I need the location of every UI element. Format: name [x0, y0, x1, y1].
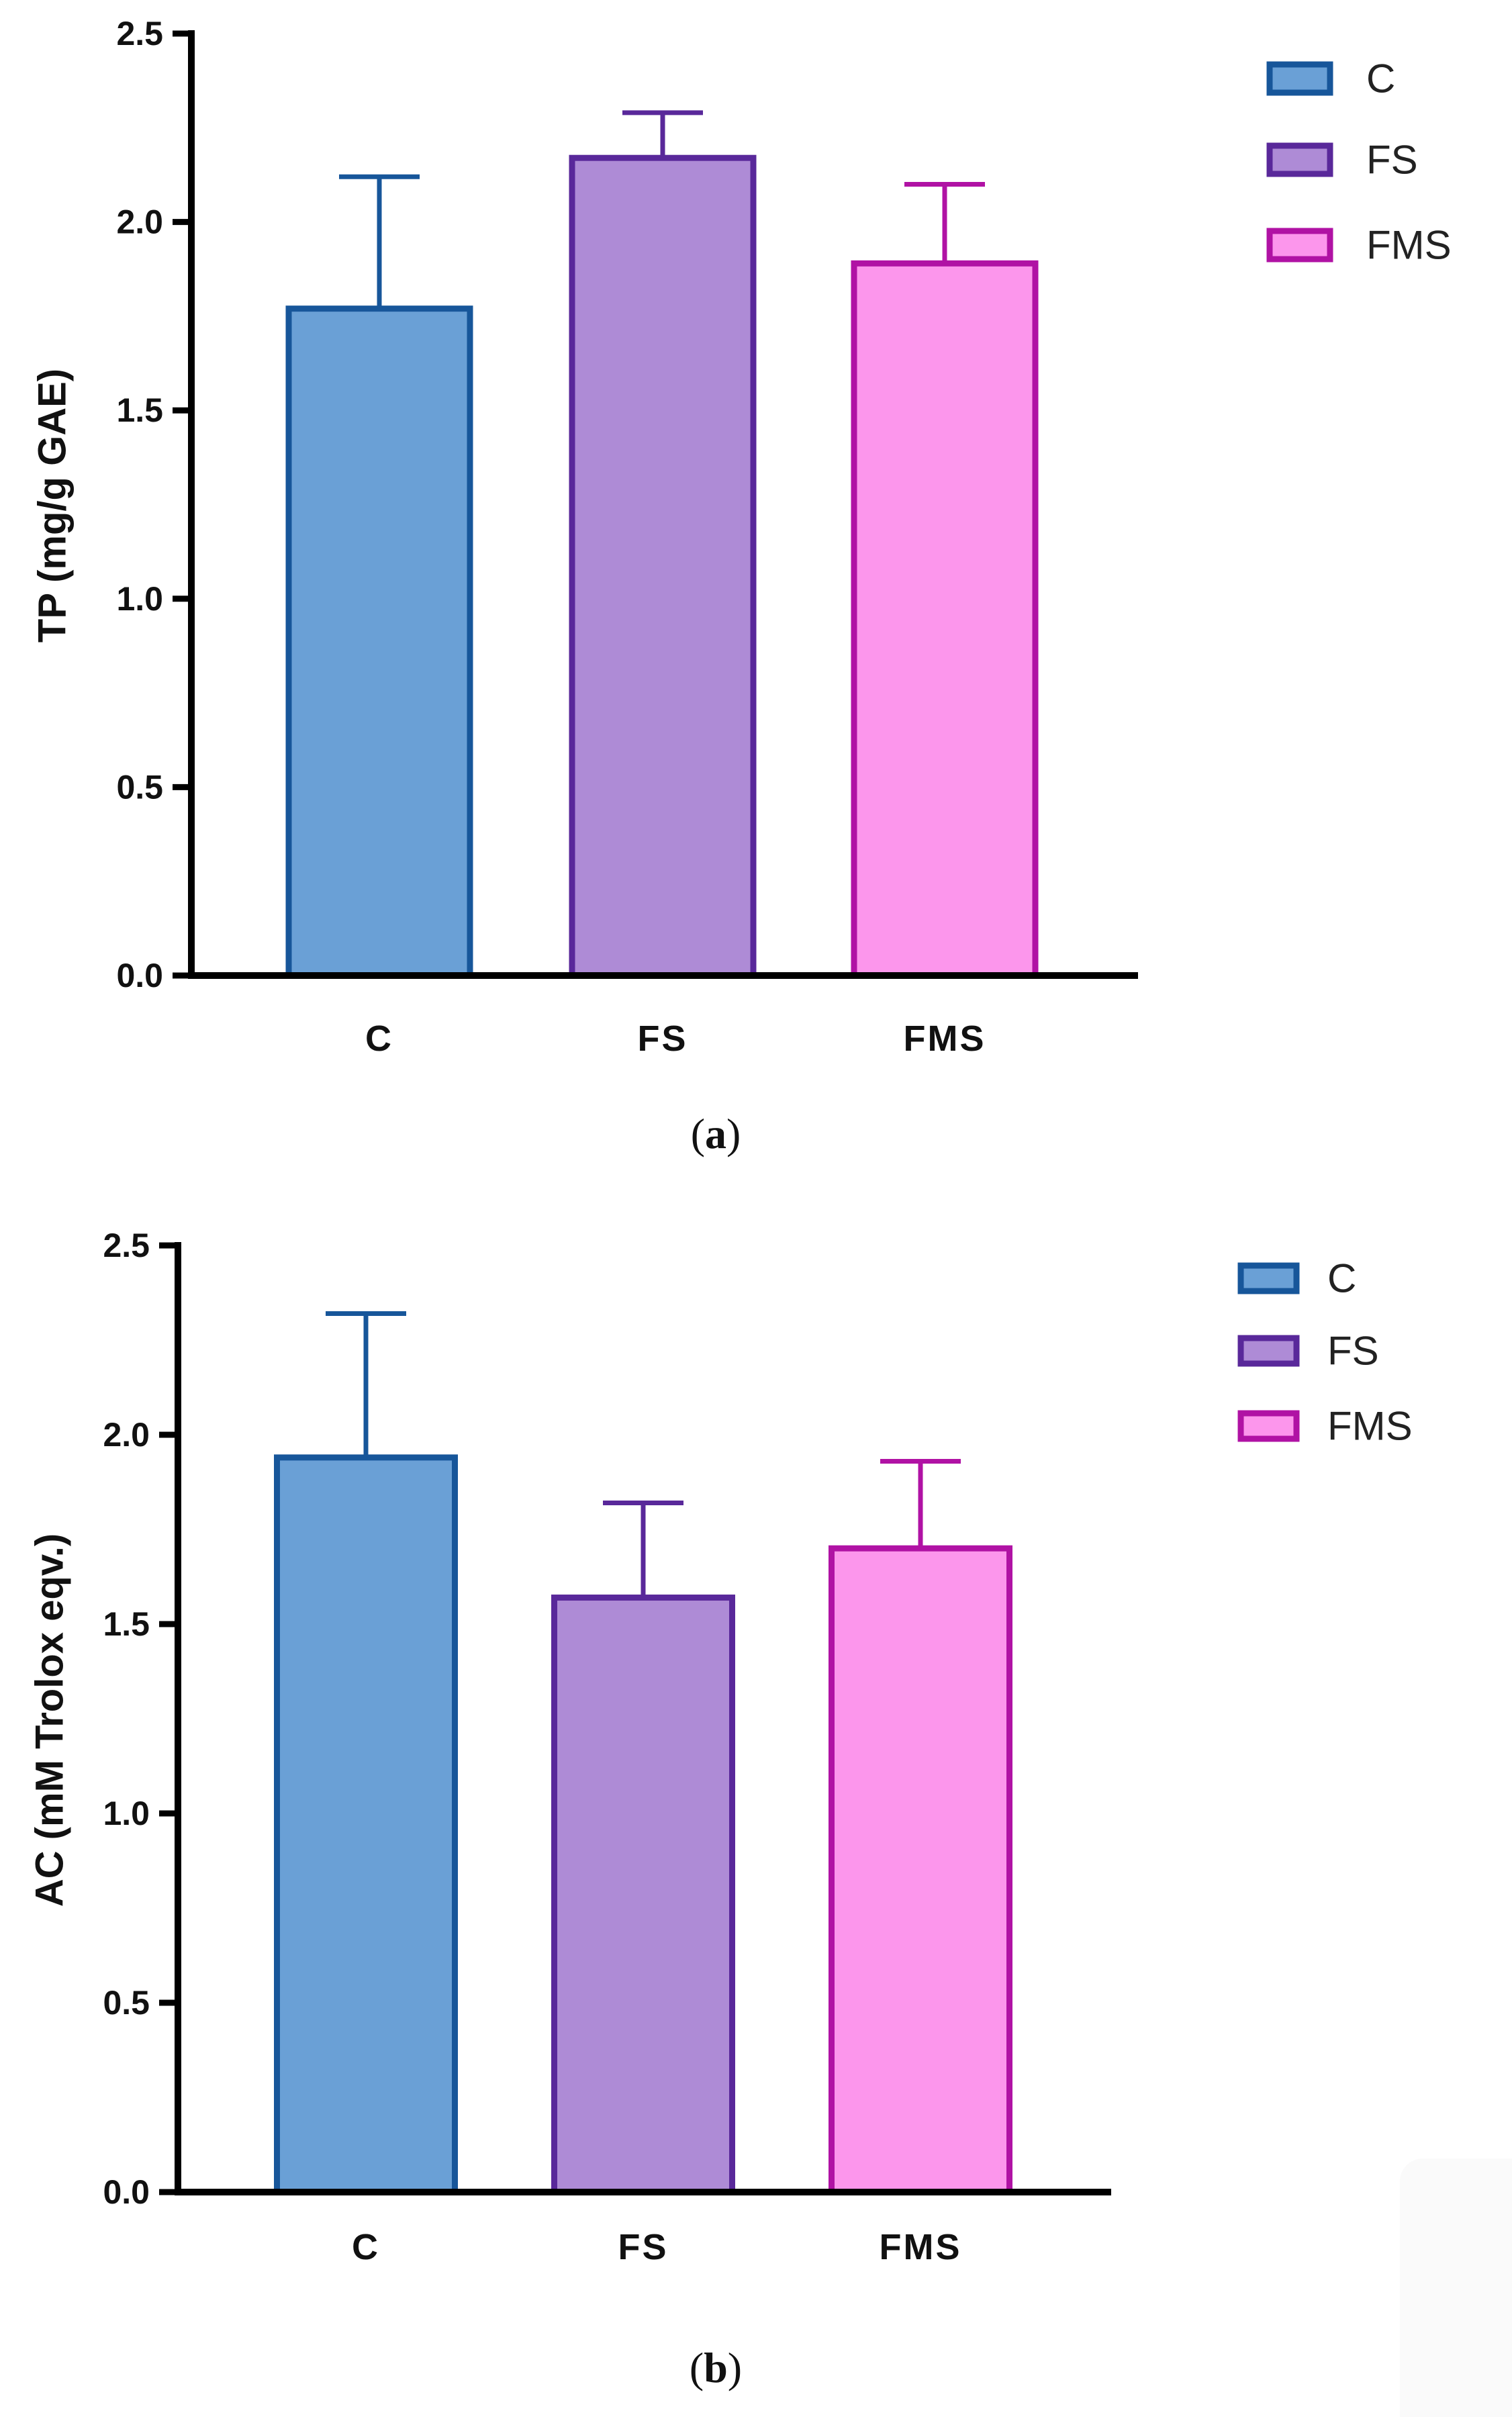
ytick-b-1: 0.5: [103, 1984, 178, 2022]
bar-a-fs: [569, 154, 757, 979]
legend-a-swatch-c: [1266, 61, 1333, 96]
xtick-b-c: C: [352, 2227, 380, 2267]
legend-b-label-fms: FMS: [1327, 1404, 1413, 1449]
ytick-a-1: 0.5: [116, 768, 191, 806]
xtick-a-c: C: [365, 1018, 393, 1059]
errorbar-a-fms: [904, 181, 985, 264]
xtick-a-fms: FMS: [904, 1018, 986, 1059]
legend-b-swatch-fs: [1237, 1335, 1300, 1367]
errorbar-b-fs: [603, 1501, 683, 1598]
corner-overlay: [1400, 2159, 1512, 2417]
legend-b-swatch-fms: [1237, 1410, 1300, 1442]
legend-a-label-c: C: [1366, 56, 1395, 101]
ytick-a-0: 0.0: [116, 957, 191, 994]
ytick-b-4: 2.0: [103, 1416, 178, 1454]
xtick-b-fms: FMS: [880, 2227, 962, 2267]
legend-b-label-fs: FS: [1327, 1329, 1379, 1374]
bar-a-c: [285, 305, 473, 979]
legend-a-label-fs: FS: [1366, 138, 1418, 183]
errorbar-a-c: [339, 174, 420, 309]
xtick-a-fs: FS: [637, 1018, 688, 1059]
legend-b-label-c: C: [1327, 1256, 1356, 1301]
panel-caption-a: (a): [691, 1110, 741, 1157]
xtick-b-fs: FS: [618, 2227, 668, 2267]
errorbar-a-fs: [622, 110, 703, 158]
ytick-b-5: 2.5: [103, 1227, 178, 1264]
ytick-a-5: 2.5: [116, 15, 191, 52]
legend-a: C FS FMS: [1266, 56, 1452, 268]
legend-a-swatch-fs: [1266, 142, 1333, 177]
ytick-b-0: 0.0: [103, 2173, 178, 2211]
chart-b-y-axis: 0.0 0.5 1.0 1.5 2.0 2.5: [103, 1227, 181, 2211]
svg-text:0.5: 0.5: [116, 768, 163, 806]
bar-b-fs: [551, 1595, 735, 2195]
y-axis-label-b: AC (mM Trolox eqv.): [28, 1533, 72, 1907]
legend-b-swatch-c: [1237, 1262, 1300, 1294]
bar-a-fms: [851, 260, 1039, 979]
svg-text:2.5: 2.5: [116, 15, 163, 52]
chart-a-bars: [285, 154, 1039, 979]
chart-a-y-axis: 0.0 0.5 1.0 1.5 2.0 2.5: [116, 15, 195, 994]
errorbar-b-fms: [880, 1458, 961, 1549]
ytick-b-3: 1.5: [103, 1605, 178, 1643]
svg-text:2.5: 2.5: [103, 1227, 150, 1264]
svg-text:1.5: 1.5: [116, 391, 163, 429]
chart-b-errorbars: [326, 1311, 961, 1598]
chart-b: 0.0 0.5 1.0 1.5 2.0 2.5 C FS FMS AC (mM …: [28, 1227, 1413, 2391]
chart-b-bars: [274, 1454, 1012, 2195]
bar-b-fms: [829, 1545, 1012, 2195]
svg-text:2.0: 2.0: [116, 203, 163, 241]
ytick-b-2: 1.0: [103, 1795, 178, 1832]
svg-text:1.5: 1.5: [103, 1605, 150, 1643]
svg-text:0.0: 0.0: [116, 957, 163, 994]
legend-b: C FS FMS: [1237, 1256, 1413, 1449]
ytick-a-3: 1.5: [116, 391, 191, 429]
svg-text:1.0: 1.0: [116, 580, 163, 618]
errorbar-b-c: [326, 1311, 406, 1458]
svg-text:1.0: 1.0: [103, 1795, 150, 1832]
legend-a-swatch-fms: [1266, 228, 1333, 263]
svg-text:0.5: 0.5: [103, 1984, 150, 2022]
ytick-a-4: 2.0: [116, 203, 191, 241]
svg-text:2.0: 2.0: [103, 1416, 150, 1454]
ytick-a-2: 1.0: [116, 580, 191, 618]
bar-b-c: [274, 1454, 458, 2195]
chart-a-errorbars: [339, 110, 985, 309]
panel-caption-b: (b): [690, 2344, 742, 2391]
svg-text:0.0: 0.0: [103, 2173, 150, 2211]
y-axis-label-a: TP (mg/g GAE): [31, 369, 75, 643]
chart-a: 0.0 0.5 1.0 1.5 2.0 2.5 C FS FMS TP (mg/…: [31, 15, 1452, 1157]
legend-a-label-fms: FMS: [1366, 223, 1452, 268]
